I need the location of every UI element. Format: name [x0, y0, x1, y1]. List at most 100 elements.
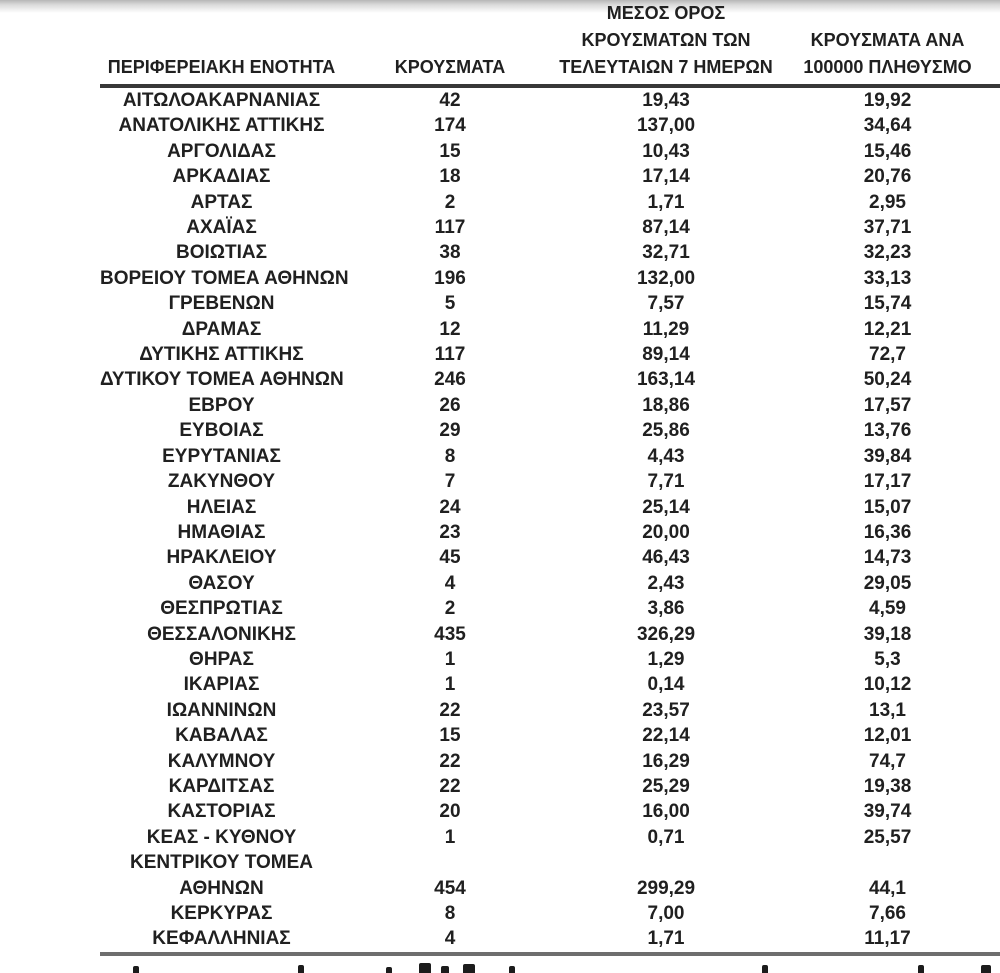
avg7-value: 25,29 [642, 775, 690, 797]
region-name: ΙΩΑΝΝΙΝΩΝ [166, 699, 277, 721]
region-name: ΑΡΤΑΣ [190, 191, 253, 213]
avg7-value: 10,43 [642, 140, 690, 162]
cases-value: 117 [434, 344, 466, 366]
avg7-value: 7,57 [647, 293, 685, 315]
avg7-value: 20,00 [642, 521, 690, 543]
table-row: ΘΕΣΣΑΛΟΝΙΚΗΣ 435 326,29 39,18 [100, 622, 1000, 647]
region-name: ΖΑΚΥΝΘΟΥ [167, 471, 276, 493]
per100k-value: 19,92 [863, 90, 912, 111]
avg7-value: 0,14 [647, 674, 685, 696]
cases-value: 5 [444, 293, 456, 315]
table-row: ΔΡΑΜΑΣ 12 11,29 12,21 [100, 317, 1000, 342]
cases-value: 23 [439, 521, 461, 543]
cases-value: 435 [434, 623, 466, 645]
avg7-value: 4,43 [647, 445, 685, 467]
table-row: ΒΟΙΩΤΙΑΣ 38 32,71 32,23 [100, 240, 1000, 265]
table-row: ΖΑΚΥΝΘΟΥ 7 7,71 17,17 [100, 469, 1000, 494]
avg7-value: 137,00 [636, 115, 696, 137]
avg7-value: 2,43 [647, 572, 685, 594]
cases-value: 20 [439, 801, 461, 823]
table-row: ΚΕΑΣ - ΚΥΘΝΟΥ 1 0,71 25,57 [100, 825, 1000, 850]
per100k-value: 72,7 [869, 344, 906, 366]
avg7-value: 0,71 [647, 826, 685, 848]
col-header-7day-average: ΜΕΣΟΣ ΟΡΟΣ ΚΡΟΥΣΜΑΤΩΝ ΤΩΝ ΤΕΛΕΥΤΑΙΩΝ 7 Η… [557, 0, 775, 88]
table-row: ΘΕΣΠΡΩΤΙΑΣ 2 3,86 4,59 [100, 596, 1000, 621]
region-name: ΚΕΦΑΛΛΗΝΙΑΣ [152, 928, 291, 950]
region-name: ΚΕΡΚΥΡΑΣ [170, 903, 273, 924]
table-row: ΘΗΡΑΣ 1 1,29 5,3 [100, 647, 1000, 672]
cases-value: 26 [439, 394, 461, 416]
cases-value: 4 [444, 572, 456, 594]
glyph-fragment [298, 965, 304, 973]
per100k-value: 16,36 [863, 521, 912, 543]
cases-value: 196 [434, 267, 466, 289]
per100k-value: 17,17 [863, 471, 912, 493]
cases-value: 22 [439, 775, 461, 797]
cases-value: 22 [439, 699, 461, 721]
table-row: ΗΡΑΚΛΕΙΟΥ 45 46,43 14,73 [100, 545, 1000, 570]
avg7-value: 7,71 [647, 471, 685, 493]
avg7-value: 1,71 [647, 191, 685, 213]
table-row: ΑΝΑΤΟΛΙΚΗΣ ΑΤΤΙΚΗΣ 174 137,00 34,64 [100, 113, 1000, 138]
avg7-value: 3,86 [647, 598, 685, 620]
cases-value: 2 [444, 191, 456, 213]
region-name: ΗΜΑΘΙΑΣ [177, 521, 266, 543]
cases-value: 1 [444, 826, 456, 848]
avg7-value: 1,71 [647, 928, 685, 950]
avg7-value: 23,57 [642, 699, 690, 721]
avg7-value: 32,71 [642, 242, 690, 264]
per100k-value: 29,05 [863, 572, 912, 594]
table-row: ΓΡΕΒΕΝΩΝ 5 7,57 15,74 [100, 291, 1000, 316]
cases-value: 246 [434, 369, 466, 391]
avg7-value: 16,29 [642, 750, 690, 772]
cases-value: 1 [444, 648, 456, 670]
table-row: ΙΚΑΡΙΑΣ 1 0,14 10,12 [100, 672, 1000, 697]
avg7-value: 163,14 [636, 369, 696, 391]
col-header-regional-unit: ΠΕΡΙΦΕΡΕΙΑΚΗ ΕΝΟΤΗΤΑ [100, 0, 343, 88]
glyph-fragment [918, 965, 924, 973]
cases-value: 29 [439, 420, 461, 442]
col-header-cases: ΚΡΟΥΣΜΑΤΑ [343, 0, 557, 88]
table-row: ΚΑΛΥΜΝΟΥ 22 16,29 74,7 [100, 749, 1000, 774]
region-name: ΘΕΣΠΡΩΤΙΑΣ [160, 598, 283, 620]
cases-value: 7 [444, 471, 456, 493]
per100k-value: 7,66 [869, 903, 906, 924]
table-row: ΚΕΝΤΡΙΚΟΥ ΤΟΜΕΑ ΑΘΗΝΩΝ 454 299,29 44,1 [100, 850, 1000, 901]
avg7-value: 89,14 [642, 344, 690, 366]
region-name: ΕΒΡΟΥ [188, 394, 255, 416]
per100k-value: 4,59 [869, 598, 906, 620]
region-name: ΚΕΑΣ - ΚΥΘΝΟΥ [146, 826, 297, 848]
per100k-value: 13,76 [863, 420, 912, 442]
cases-value: 15 [439, 140, 461, 162]
cases-value: 22 [439, 750, 461, 772]
region-name: ΘΕΣΣΑΛΟΝΙΚΗΣ [147, 623, 296, 645]
region-name: ΚΕΝΤΡΙΚΟΥ ΤΟΜΕΑ ΑΘΗΝΩΝ [130, 852, 313, 899]
per100k-value: 25,57 [863, 826, 912, 848]
table-row: ΗΜΑΘΙΑΣ 23 20,00 16,36 [100, 520, 1000, 545]
glyph-fragment [981, 965, 991, 973]
region-name: ΔΥΤΙΚΟΥ ΤΟΜΕΑ ΑΘΗΝΩΝ [100, 369, 344, 391]
region-name: ΘΑΣΟΥ [188, 572, 255, 594]
region-name: ΑΙΤΩΛΟΑΚΑΡΝΑΝΙΑΣ [122, 90, 321, 111]
avg7-value: 22,14 [642, 725, 690, 747]
region-name: ΑΡΚΑΔΙΑΣ [172, 166, 271, 188]
table-row: ΑΡΚΑΔΙΑΣ 18 17,14 20,76 [100, 164, 1000, 189]
glyph-fragment [509, 966, 515, 973]
avg7-value: 7,00 [647, 903, 685, 924]
table-row: ΕΒΡΟΥ 26 18,86 17,57 [100, 393, 1000, 418]
table-row: ΙΩΑΝΝΙΝΩΝ 22 23,57 13,1 [100, 698, 1000, 723]
per100k-value: 34,64 [863, 115, 912, 137]
cases-value: 45 [439, 547, 461, 569]
glyph-fragment [386, 967, 392, 973]
per100k-value: 12,21 [863, 318, 912, 340]
per100k-value: 33,13 [863, 267, 912, 289]
region-name: ΑΡΓΟΛΙΔΑΣ [167, 140, 276, 162]
table-row: ΒΟΡΕΙΟΥ ΤΟΜΕΑ ΑΘΗΝΩΝ 196 132,00 33,13 [100, 266, 1000, 291]
cases-value: 12 [439, 318, 461, 340]
per100k-value: 2,95 [869, 191, 906, 213]
avg7-value: 25,14 [642, 496, 690, 518]
region-name: ΕΥΒΟΙΑΣ [179, 420, 264, 442]
per100k-value: 19,38 [863, 775, 912, 797]
cases-value: 1 [444, 674, 456, 696]
